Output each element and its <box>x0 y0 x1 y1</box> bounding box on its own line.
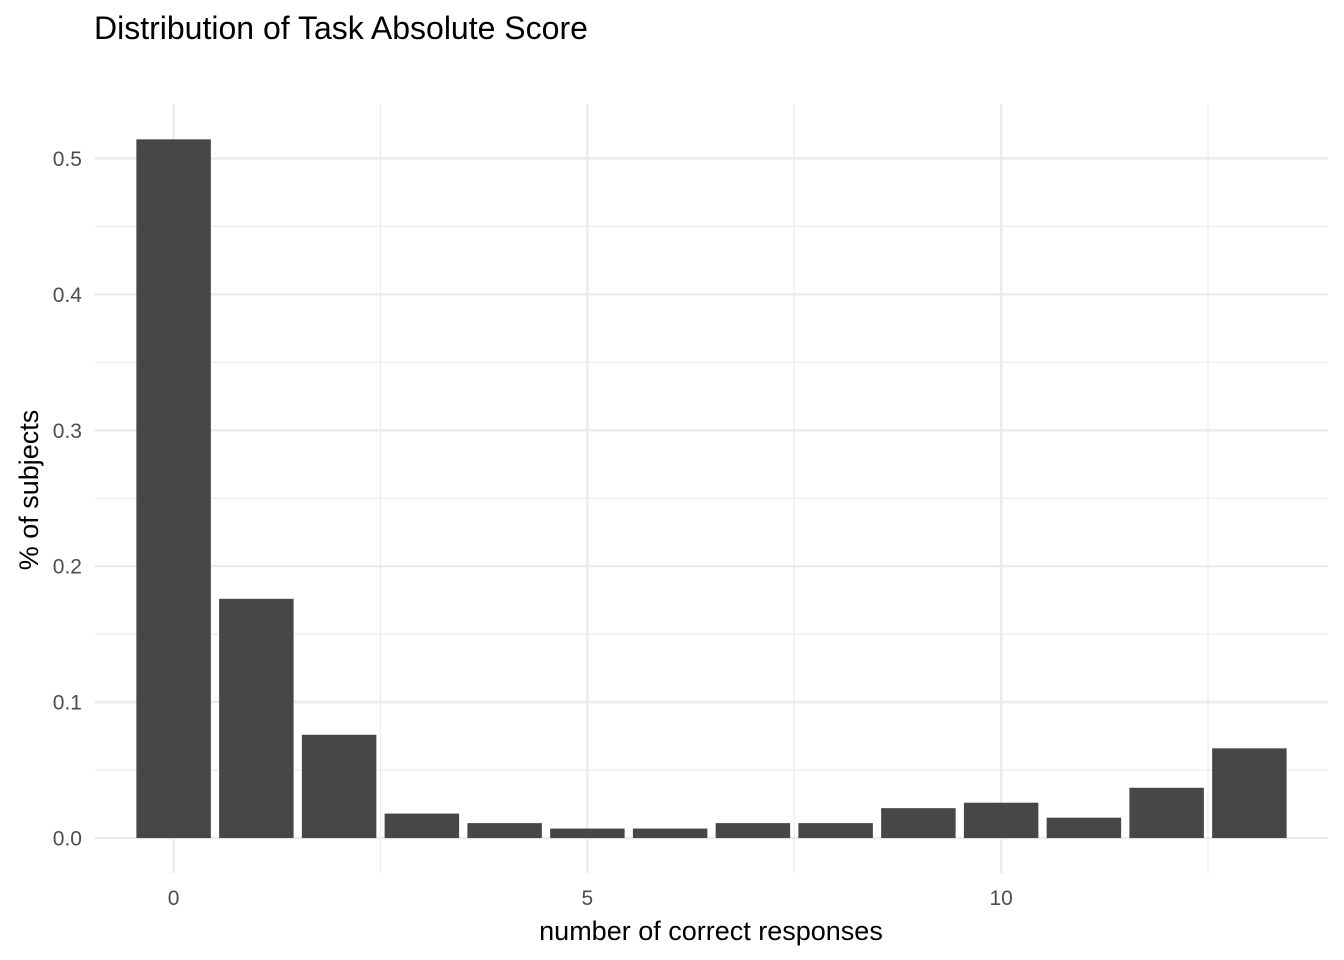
y-tick-label: 0.4 <box>53 284 83 307</box>
bar <box>467 823 542 839</box>
x-axis-title: number of correct responses <box>539 916 883 946</box>
y-tick-label: 0.3 <box>53 420 82 443</box>
y-axis-ticks: 0.0 0.1 0.2 0.3 0.4 0.5 <box>53 148 83 851</box>
bars <box>136 139 1287 839</box>
y-tick-label: 0.1 <box>53 692 82 715</box>
bar <box>632 828 708 839</box>
grid <box>95 104 1328 873</box>
x-tick-label: 10 <box>989 887 1012 910</box>
bar <box>963 802 1039 839</box>
y-tick-label: 0.5 <box>53 148 82 171</box>
y-tick-label: 0.2 <box>53 556 82 579</box>
x-tick-label: 0 <box>168 887 180 910</box>
chart-title: Distribution of Task Absolute Score <box>94 10 588 46</box>
bar <box>384 813 460 839</box>
bar <box>136 139 211 839</box>
bar <box>1046 817 1122 839</box>
x-axis-ticks: 0 5 10 <box>168 887 1013 910</box>
bar <box>550 828 625 839</box>
bar <box>715 823 791 839</box>
y-axis-title: % of subjects <box>14 410 44 571</box>
bar <box>1129 787 1204 839</box>
bar <box>301 734 377 839</box>
bar <box>881 808 956 839</box>
bar <box>1212 748 1287 839</box>
y-tick-label: 0.0 <box>53 828 82 851</box>
bar <box>219 598 294 839</box>
x-tick-label: 5 <box>582 887 594 910</box>
bar <box>798 823 873 839</box>
